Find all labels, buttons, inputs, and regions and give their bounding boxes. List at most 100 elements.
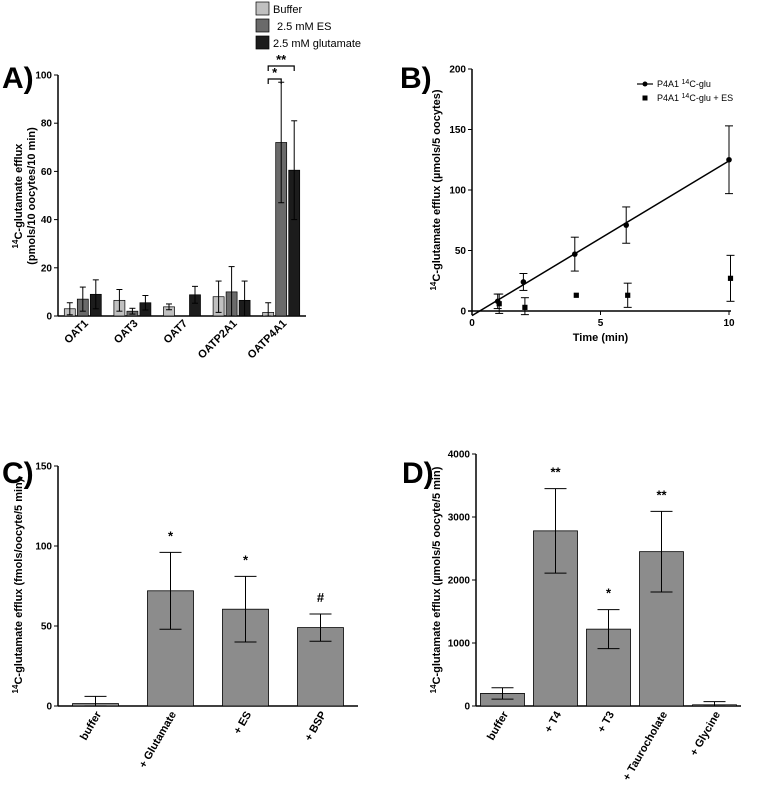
category-label-c: + BSP <box>303 710 329 744</box>
y-tick-label-a: 80 <box>41 119 53 130</box>
significance-label-a: * <box>272 65 278 80</box>
bar-c <box>297 627 344 707</box>
point-b-series1 <box>623 222 629 228</box>
point-b-series1 <box>726 156 732 163</box>
x-tick-label-b: 0 <box>469 318 475 329</box>
y-axis-label-d-line1-sup: 14 <box>429 684 438 693</box>
y-tick-label-d: 2000 <box>448 576 471 587</box>
legend-swatch-a <box>255 18 270 33</box>
y-axis-label-c-line1: 14C-glutamate efflux (fmols/oocyte/5 min… <box>11 478 26 693</box>
significance-bracket-a <box>267 78 282 84</box>
y-tick-label-d: 3000 <box>448 513 471 524</box>
y-axis-label-b: 14C-glutamate efflux (µmols/5 oocytes) <box>429 89 444 290</box>
y-tick-label-b: 50 <box>455 246 467 257</box>
panel-letter-b: B) <box>400 62 432 95</box>
category-label-a: OAT3 <box>112 318 141 347</box>
y-axis-label-b-line1-sup: 14 <box>429 281 438 290</box>
y-tick-label-d: 4000 <box>448 450 471 461</box>
legend-label-b-name-sup: 14 <box>682 93 690 100</box>
significance-label-d: * <box>606 586 612 601</box>
y-tick-label-b: 150 <box>449 125 466 136</box>
fit-line-b <box>471 160 730 317</box>
y-tick-label-b: 200 <box>449 65 466 76</box>
y-tick-label-c: 100 <box>35 542 52 553</box>
legend-label-a: 2.5 mM glutamate <box>273 38 361 50</box>
legend-swatch-a <box>255 35 270 50</box>
y-axis-label-d-line1: 14C-glutamate efflux (µmols/5 oocyte/5 m… <box>429 466 444 693</box>
legend-label-b-name-suffix: C-glu <box>689 79 711 89</box>
point-b-series1 <box>572 251 578 257</box>
panel-c-chart: 0 50 100 150 14C-glutamate efflux (fmols/ooc… <box>11 462 358 771</box>
legend-label-b-name-suffix: C-glu + ES <box>689 93 733 103</box>
legend-label-b: P4A1 14C-glu + ES <box>657 93 733 104</box>
category-label-c: buffer <box>78 709 104 743</box>
x-tick-label-b: 10 <box>723 318 735 329</box>
y-axis-label-b-line1: 14C-glutamate efflux (µmols/5 oocytes) <box>429 89 444 290</box>
legend-label-a: 2.5 mM ES <box>277 21 331 33</box>
y-tick-label-d: 0 <box>464 702 470 713</box>
significance-label-d: ** <box>550 465 561 480</box>
panel-letter-d: D) <box>402 457 434 490</box>
y-axis-label-b-line1-text: C-glutamate efflux (µmols/5 oocytes) <box>431 89 443 281</box>
category-label-a: OATP2A1 <box>196 318 240 362</box>
y-axis-label-a-line2: (pmols/10 oocytes/10 min) <box>26 127 38 265</box>
point-b-series2 <box>522 304 528 310</box>
y-tick-label-a: 100 <box>35 71 52 82</box>
y-tick-label-c: 50 <box>41 622 53 633</box>
significance-bracket-a <box>267 65 295 71</box>
point-b-series1 <box>520 279 527 285</box>
point-b-series2 <box>496 301 502 307</box>
panel-letter-c: C) <box>2 457 34 490</box>
category-label-a: OAT7 <box>161 318 190 347</box>
legend-swatch-a <box>255 1 270 16</box>
legend-label-b: P4A1 14C-glu <box>657 79 711 90</box>
significance-label-c: * <box>243 552 249 567</box>
y-axis-label-a: 14C-glutamate efflux (pmols/10 oocytes/10… <box>11 127 39 265</box>
category-label-c: + ES <box>232 710 254 737</box>
y-axis-label-c-line1-text: C-glutamate efflux (fmols/oocyte/5 min) <box>13 478 25 684</box>
panel-letter-a: A) <box>2 62 34 95</box>
y-axis-label-d-line1-text: C-glutamate efflux (µmols/5 oocyte/5 min… <box>431 466 443 684</box>
y-tick-label-a: 60 <box>41 167 53 178</box>
category-label-c: + Glutamate <box>137 710 179 771</box>
y-tick-label-a: 20 <box>41 263 53 274</box>
bar-d <box>533 530 578 707</box>
legend-marker-b <box>642 81 648 87</box>
y-tick-label-b: 100 <box>449 186 466 197</box>
y-axis-label-c: 14C-glutamate efflux (fmols/oocyte/5 min… <box>11 478 26 693</box>
y-axis-label-a-line1: 14C-glutamate efflux <box>11 143 26 249</box>
category-label-a: OATP4A1 <box>246 318 290 362</box>
legend-label-b-name-prefix: P4A1 <box>657 79 682 89</box>
legend-label-b-name-sup: 14 <box>682 79 690 86</box>
category-label-d: buffer <box>485 709 511 743</box>
legend-label-b-name-prefix: P4A1 <box>657 93 682 103</box>
y-tick-label-a: 40 <box>41 215 53 226</box>
y-axis-label-c-line1-sup: 14 <box>11 684 20 693</box>
legend-marker-b <box>642 95 648 101</box>
y-tick-label-b: 0 <box>460 307 466 318</box>
category-label-d: + T4 <box>543 709 565 735</box>
significance-label-d: ** <box>656 487 667 502</box>
x-axis-label-b: Time (min) <box>573 332 629 344</box>
y-axis-label-d: 14C-glutamate efflux (µmols/5 oocyte/5 m… <box>429 466 444 693</box>
significance-label-c: * <box>168 528 174 543</box>
y-tick-label-a: 0 <box>46 312 52 323</box>
significance-label-a: ** <box>276 52 287 67</box>
legend-label-a: Buffer <box>273 4 302 16</box>
point-b-series2 <box>727 275 734 281</box>
y-axis-label-a-line1-sup: 14 <box>11 239 20 248</box>
y-tick-label-d: 1000 <box>448 639 471 650</box>
category-label-a: OAT1 <box>62 318 91 347</box>
category-label-d: + Glycine <box>688 710 723 759</box>
y-tick-label-c: 0 <box>46 702 52 713</box>
panel-d-chart: 0 1000 2000 3000 4000 14C-glutamate efflux (µ… <box>429 450 741 783</box>
category-label-d: + Taurocholate <box>621 710 670 783</box>
y-axis-label-a-line1-text: C-glutamate efflux <box>13 143 25 240</box>
category-label-d: + T3 <box>596 710 618 735</box>
panel-a-chart: 0 20 40 60 80 100 14C-glutamate efflux (pmols/1… <box>11 1 361 362</box>
point-b-series2 <box>625 292 631 298</box>
x-tick-label-b: 5 <box>598 318 604 329</box>
point-b-series2 <box>573 292 579 298</box>
